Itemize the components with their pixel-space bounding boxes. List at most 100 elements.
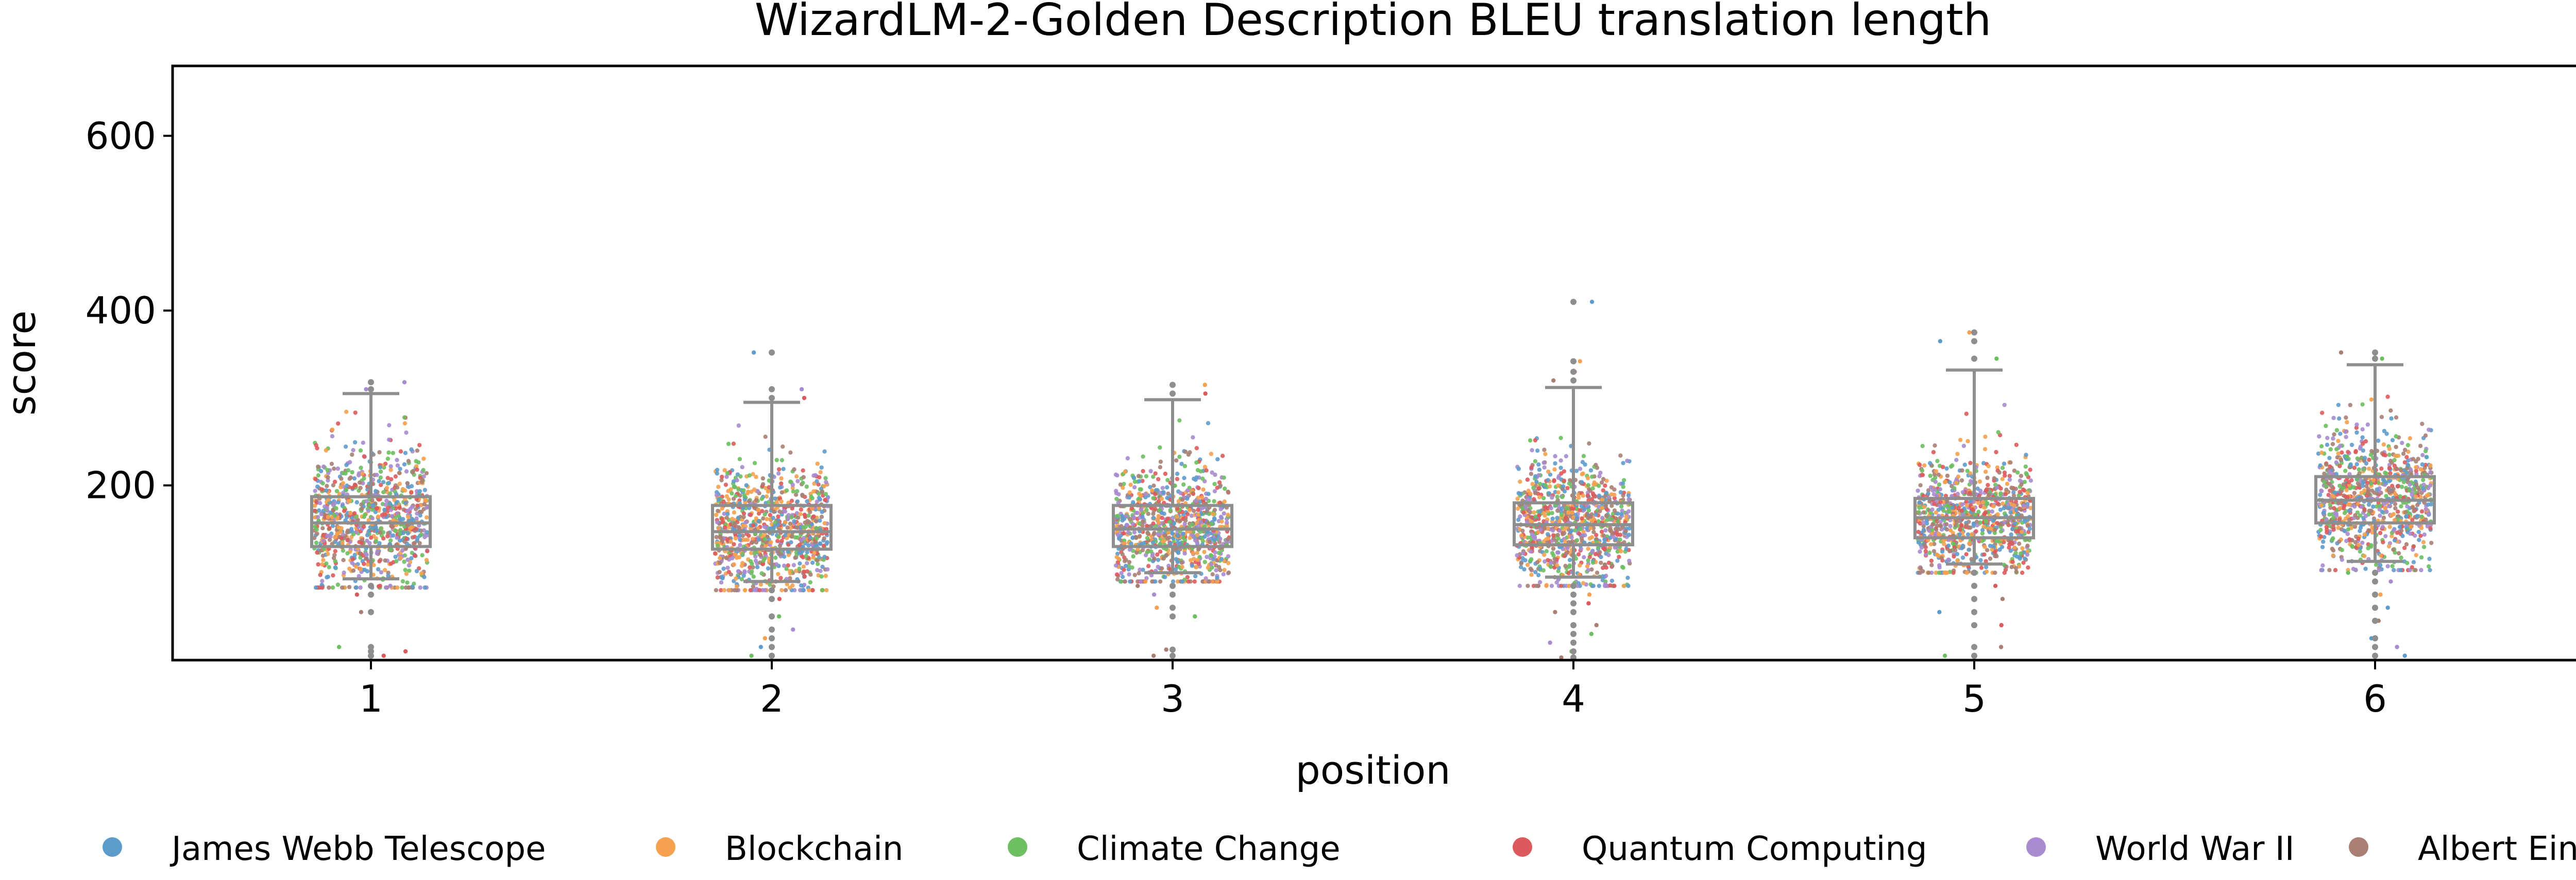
data-point — [1180, 579, 1184, 584]
data-point — [2007, 477, 2012, 482]
data-point — [1598, 509, 1602, 513]
data-point — [361, 440, 365, 445]
data-point — [1955, 558, 1960, 563]
data-point — [1128, 482, 1133, 487]
data-point — [790, 506, 794, 511]
data-point — [1543, 559, 1547, 564]
data-point — [788, 521, 793, 526]
data-point — [1148, 485, 1153, 490]
data-point — [1119, 571, 1124, 576]
data-point — [1193, 574, 1198, 579]
data-point — [756, 519, 761, 524]
data-point — [340, 541, 345, 545]
data-point — [784, 566, 789, 571]
data-point — [1523, 558, 1528, 563]
data-point — [347, 460, 352, 464]
data-point — [1599, 560, 1603, 565]
data-point — [1523, 505, 1528, 510]
data-point — [720, 539, 725, 543]
data-point — [1564, 454, 1568, 459]
data-point — [1196, 524, 1201, 528]
data-point — [2005, 521, 2010, 526]
data-point — [362, 454, 366, 459]
data-point — [2004, 487, 2009, 492]
data-point — [1587, 592, 1592, 597]
data-point — [749, 489, 754, 494]
data-point — [739, 563, 744, 568]
data-point — [1188, 450, 1192, 455]
data-point — [1195, 558, 1200, 562]
data-point — [2002, 461, 2007, 466]
data-point — [1587, 441, 1591, 446]
data-point — [2387, 524, 2392, 529]
data-point — [1594, 532, 1599, 538]
data-point — [794, 489, 800, 494]
data-point — [1578, 467, 1583, 471]
data-point — [1542, 526, 1547, 531]
data-point — [1580, 480, 1584, 485]
data-point — [326, 575, 330, 579]
data-point — [747, 499, 752, 504]
data-point — [736, 487, 741, 492]
data-point — [1538, 481, 1543, 487]
data-point — [750, 561, 754, 566]
data-point — [314, 527, 319, 532]
data-point — [1170, 531, 1175, 536]
data-point — [327, 565, 331, 570]
data-point — [1222, 499, 1227, 504]
data-point — [422, 534, 427, 540]
data-point — [1562, 478, 1567, 483]
data-point — [403, 451, 408, 455]
data-point — [1621, 478, 1626, 482]
data-point — [737, 457, 742, 461]
data-point — [801, 468, 805, 473]
data-point — [1565, 486, 1570, 491]
data-point — [424, 558, 429, 562]
data-point — [2011, 503, 2016, 508]
outlier-point — [1971, 596, 1977, 602]
data-point — [808, 580, 813, 585]
data-point — [2419, 555, 2424, 560]
data-point — [808, 572, 813, 577]
data-point — [783, 520, 788, 525]
data-point — [1146, 564, 1151, 568]
data-point — [1950, 505, 1955, 510]
data-point — [774, 562, 779, 567]
data-point — [1538, 527, 1543, 532]
data-point — [315, 515, 320, 520]
data-point — [376, 567, 381, 572]
data-point — [358, 551, 362, 556]
data-point — [818, 541, 822, 546]
data-point — [734, 588, 739, 593]
data-point — [1965, 532, 1971, 537]
data-point — [1217, 501, 1223, 505]
data-point — [377, 450, 382, 455]
data-point — [1190, 522, 1194, 527]
data-point — [1609, 578, 1615, 583]
data-point — [1561, 484, 1566, 489]
data-point — [1937, 482, 1942, 487]
data-point — [794, 511, 800, 515]
data-point — [1618, 490, 1623, 495]
data-point — [393, 528, 398, 533]
data-point — [1151, 653, 1156, 658]
data-point — [1517, 583, 1522, 589]
data-point — [2428, 463, 2433, 468]
data-point — [377, 479, 381, 484]
data-point — [341, 481, 346, 486]
data-point — [715, 468, 720, 472]
data-point — [1997, 547, 2002, 552]
data-point — [362, 561, 366, 566]
data-point — [1161, 556, 1166, 561]
data-point — [1933, 443, 1937, 448]
data-point — [1586, 483, 1591, 488]
data-point — [2010, 541, 2014, 546]
data-point — [740, 552, 745, 557]
data-point — [1982, 545, 1987, 549]
data-point — [748, 588, 753, 593]
data-point — [1212, 481, 1217, 487]
data-point — [1151, 521, 1156, 526]
data-point — [1537, 468, 1542, 472]
data-point — [1551, 533, 1556, 538]
outlier-point — [1170, 613, 1176, 620]
